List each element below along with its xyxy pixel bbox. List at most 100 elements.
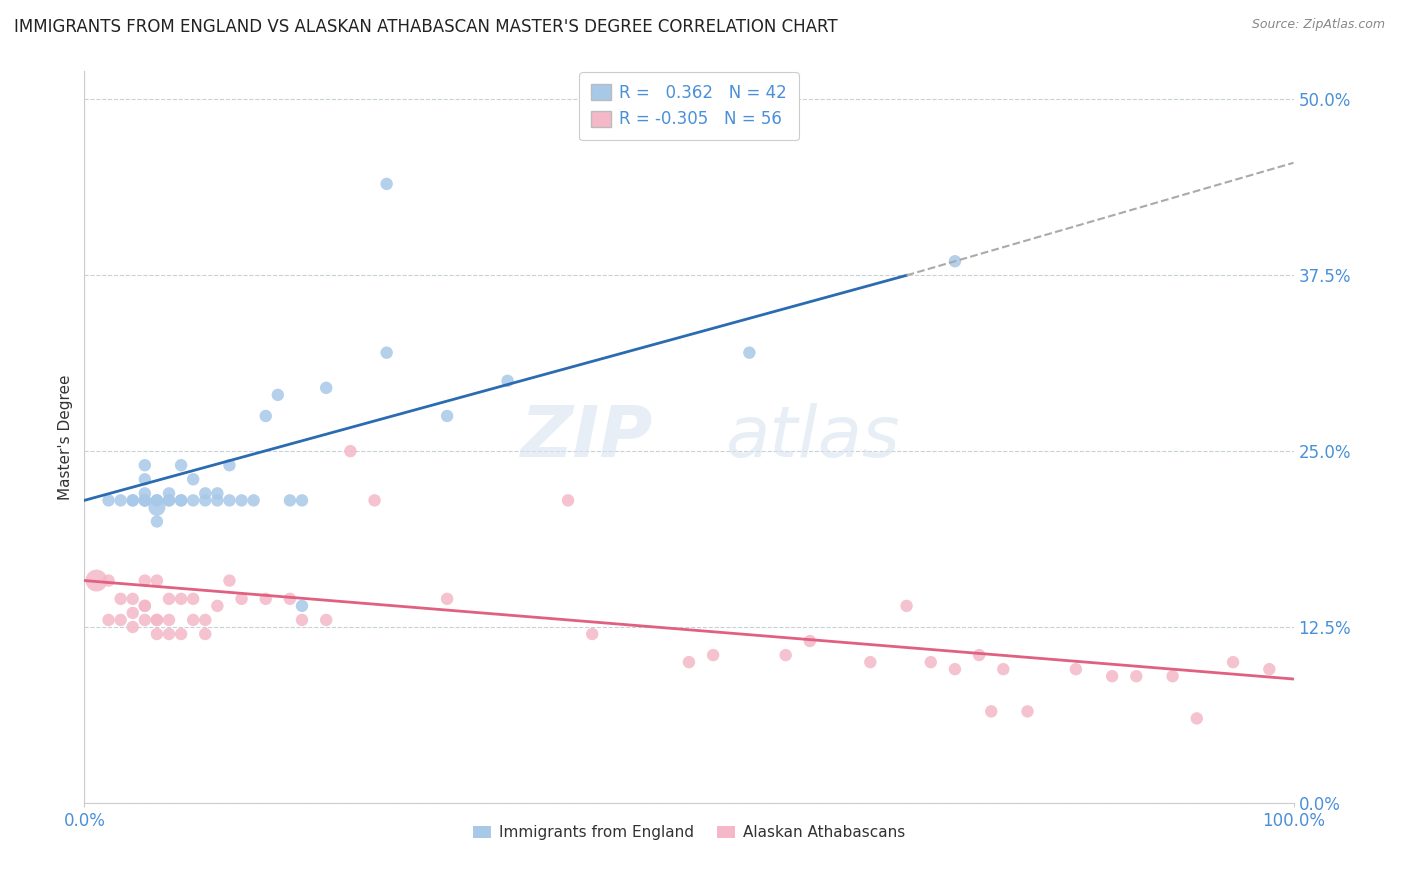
Point xyxy=(170,591,193,606)
Point xyxy=(170,627,193,641)
Point xyxy=(194,486,217,500)
Point xyxy=(218,493,240,508)
Point xyxy=(557,493,579,508)
Point xyxy=(110,591,132,606)
Point xyxy=(254,409,277,423)
Point xyxy=(181,472,204,486)
Point xyxy=(859,655,882,669)
Point xyxy=(207,493,229,508)
Point xyxy=(97,574,120,588)
Point xyxy=(1222,655,1244,669)
Point xyxy=(943,254,966,268)
Point xyxy=(157,493,180,508)
Point xyxy=(207,486,229,500)
Point xyxy=(121,493,143,508)
Point xyxy=(581,627,603,641)
Point xyxy=(134,458,156,473)
Point xyxy=(315,613,337,627)
Point xyxy=(146,515,169,529)
Text: Source: ZipAtlas.com: Source: ZipAtlas.com xyxy=(1251,18,1385,31)
Point xyxy=(121,591,143,606)
Text: IMMIGRANTS FROM ENGLAND VS ALASKAN ATHABASCAN MASTER'S DEGREE CORRELATION CHART: IMMIGRANTS FROM ENGLAND VS ALASKAN ATHAB… xyxy=(14,18,838,36)
Point xyxy=(97,493,120,508)
Point xyxy=(181,613,204,627)
Point xyxy=(134,613,156,627)
Point xyxy=(1258,662,1281,676)
Point xyxy=(967,648,990,662)
Point xyxy=(315,381,337,395)
Point xyxy=(170,458,193,473)
Point xyxy=(110,493,132,508)
Point xyxy=(980,705,1002,719)
Point xyxy=(157,486,180,500)
Point xyxy=(993,662,1015,676)
Point xyxy=(134,472,156,486)
Point xyxy=(146,493,169,508)
Point xyxy=(363,493,385,508)
Legend: Immigrants from England, Alaskan Athabascans: Immigrants from England, Alaskan Athabas… xyxy=(467,819,911,847)
Point xyxy=(218,574,240,588)
Point xyxy=(121,606,143,620)
Point xyxy=(339,444,361,458)
Point xyxy=(1017,705,1039,719)
Point xyxy=(121,493,143,508)
Point xyxy=(194,613,217,627)
Point xyxy=(134,486,156,500)
Point xyxy=(775,648,797,662)
Point xyxy=(86,574,108,588)
Point xyxy=(146,500,169,515)
Point xyxy=(194,627,217,641)
Point xyxy=(146,493,169,508)
Point xyxy=(242,493,264,508)
Point xyxy=(170,493,193,508)
Point xyxy=(157,627,180,641)
Point xyxy=(896,599,918,613)
Point xyxy=(121,620,143,634)
Point xyxy=(218,458,240,473)
Point xyxy=(134,493,156,508)
Point xyxy=(207,599,229,613)
Point xyxy=(943,662,966,676)
Point xyxy=(1125,669,1147,683)
Point xyxy=(146,574,169,588)
Point xyxy=(134,493,156,508)
Text: ZIP: ZIP xyxy=(520,402,652,472)
Point xyxy=(146,613,169,627)
Point xyxy=(799,634,821,648)
Point xyxy=(181,591,204,606)
Point xyxy=(436,591,458,606)
Point xyxy=(254,591,277,606)
Point xyxy=(496,374,519,388)
Point xyxy=(134,574,156,588)
Point xyxy=(375,345,398,359)
Point xyxy=(134,599,156,613)
Point xyxy=(267,388,290,402)
Point xyxy=(1161,669,1184,683)
Point xyxy=(97,613,120,627)
Point xyxy=(157,493,180,508)
Point xyxy=(375,177,398,191)
Point xyxy=(231,493,253,508)
Point xyxy=(170,493,193,508)
Point xyxy=(110,613,132,627)
Point xyxy=(291,599,314,613)
Point xyxy=(678,655,700,669)
Point xyxy=(134,493,156,508)
Point xyxy=(157,591,180,606)
Point xyxy=(157,613,180,627)
Point xyxy=(702,648,724,662)
Point xyxy=(231,591,253,606)
Point xyxy=(920,655,942,669)
Text: atlas: atlas xyxy=(725,402,900,472)
Point xyxy=(146,613,169,627)
Point xyxy=(291,613,314,627)
Point xyxy=(278,493,301,508)
Point xyxy=(738,345,761,359)
Point xyxy=(1101,669,1123,683)
Y-axis label: Master's Degree: Master's Degree xyxy=(58,375,73,500)
Point xyxy=(291,493,314,508)
Point xyxy=(1064,662,1087,676)
Point xyxy=(134,599,156,613)
Point xyxy=(278,591,301,606)
Point xyxy=(181,493,204,508)
